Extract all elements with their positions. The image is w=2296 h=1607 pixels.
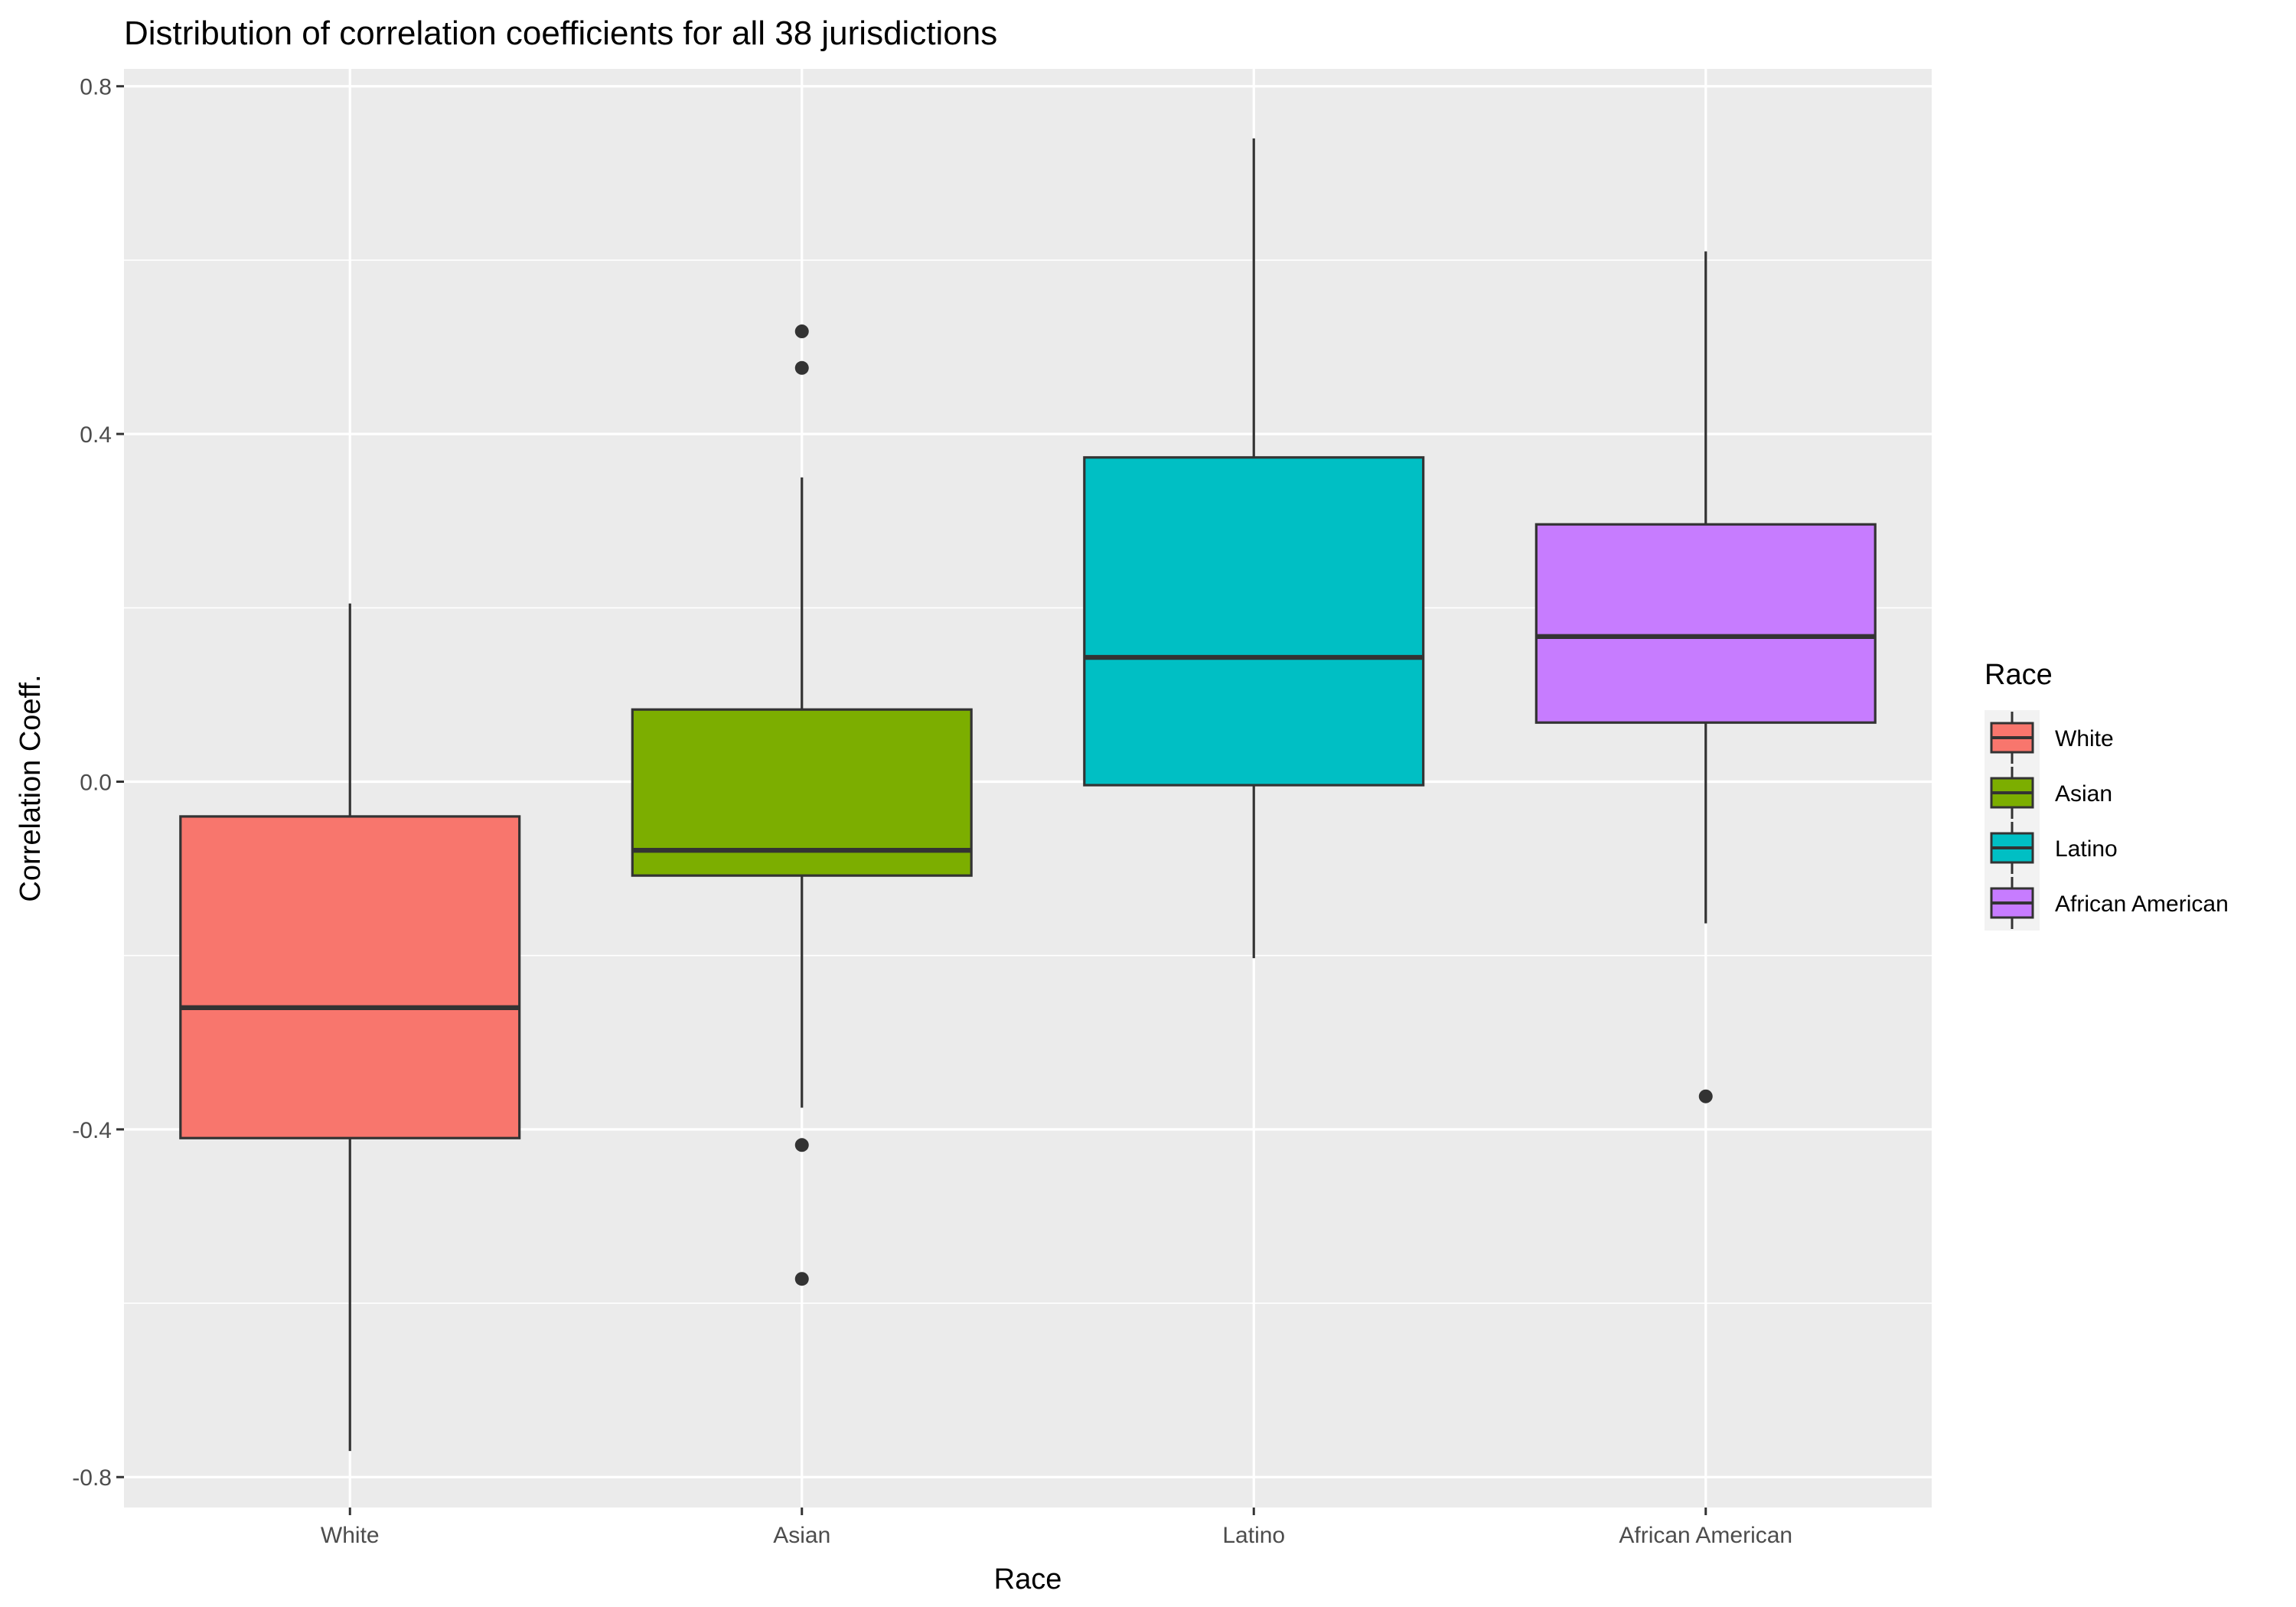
legend-item-african-american: African American — [1990, 877, 2229, 929]
legend-label: African American — [2055, 892, 2229, 917]
box-rect — [179, 815, 521, 1139]
y-axis: -0.8 -0.4 0.0 0.4 0.8 — [72, 75, 124, 1491]
outlier-point — [794, 1272, 809, 1286]
legend-label: Asian — [2055, 781, 2112, 807]
legend-title: Race — [1985, 659, 2053, 691]
chart-title: Distribution of correlation coefficients… — [124, 15, 997, 52]
box-rect — [1534, 523, 1877, 724]
x-axis-title: Race — [994, 1563, 1062, 1596]
legend-label: White — [2055, 726, 2114, 751]
legend-item-white: White — [1990, 712, 2114, 764]
x-tick-label: Asian — [773, 1523, 830, 1548]
y-axis-title: Correlation Coeff. — [15, 674, 47, 901]
outlier-point — [794, 324, 809, 339]
y-tick-label: -0.8 — [72, 1465, 112, 1491]
outlier-point — [1698, 1089, 1713, 1103]
box-african-american — [1534, 251, 1877, 1103]
y-tick-label: -0.4 — [72, 1118, 112, 1143]
plot-panel — [124, 69, 1932, 1508]
x-tick-label: African American — [1619, 1523, 1792, 1548]
outlier-point — [794, 360, 809, 375]
y-tick-label: 0.0 — [80, 770, 112, 795]
legend: Race White Asian Latino African American — [1985, 659, 2229, 931]
box-rect — [1083, 456, 1425, 787]
legend-label: Latino — [2055, 836, 2118, 862]
box-latino — [1083, 138, 1425, 959]
y-tick-label: 0.8 — [80, 75, 112, 100]
boxes — [179, 138, 1877, 1452]
box-white — [179, 603, 521, 1452]
x-tick-label: White — [321, 1523, 380, 1548]
box-asian — [631, 324, 973, 1286]
y-tick-label: 0.4 — [80, 422, 112, 448]
legend-item-latino: Latino — [1990, 822, 2118, 874]
legend-item-asian: Asian — [1990, 767, 2112, 819]
box-rect — [631, 708, 973, 877]
x-tick-label: Latino — [1222, 1523, 1285, 1548]
x-axis: White Asian Latino African American — [321, 1508, 1792, 1548]
outlier-point — [794, 1138, 809, 1152]
